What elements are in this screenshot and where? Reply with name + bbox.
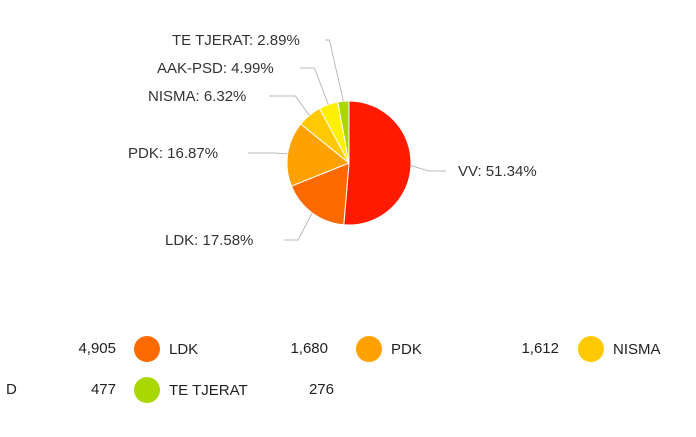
pie-slice-vv[interactable]	[343, 100, 412, 226]
pie-slice-te-tjerat[interactable]	[337, 100, 350, 164]
pie-connector	[248, 152, 288, 155]
pie-label-ldk: LDK: 17.58%	[165, 232, 253, 249]
pie-label-aak-psd: AAK-PSD: 4.99%	[157, 60, 274, 77]
pie-label-nisma: NISMA: 6.32%	[148, 88, 246, 105]
pie-slice-ldk[interactable]	[290, 162, 350, 226]
pie-label-pdk: PDK: 16.87%	[128, 145, 218, 162]
pie-label-te-tjerat: TE TJERAT: 2.89%	[172, 32, 300, 49]
pie-connector	[269, 95, 310, 116]
pie-slice-pdk[interactable]	[286, 123, 350, 187]
pie-connector	[410, 165, 446, 172]
pie-connector	[325, 39, 344, 102]
pie-connector	[300, 67, 329, 105]
pie-label-vv: VV: 51.34%	[458, 163, 537, 180]
pie-connector	[284, 212, 313, 241]
